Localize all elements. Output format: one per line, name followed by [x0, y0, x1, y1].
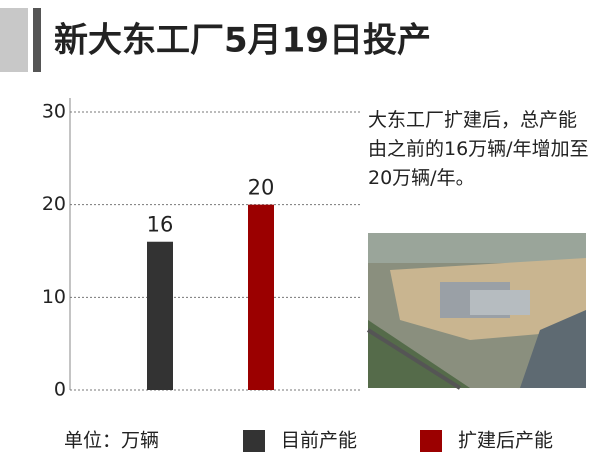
- unit-label: 单位：万辆: [64, 430, 159, 452]
- y-tick-label: 10: [42, 286, 66, 308]
- legend-label: 扩建后产能: [458, 430, 553, 452]
- y-tick-label: 0: [54, 379, 66, 401]
- title-decor: [33, 8, 41, 72]
- bar: [147, 241, 173, 390]
- y-tick-label: 30: [42, 101, 66, 123]
- legend-swatch: [420, 430, 442, 452]
- bar: [248, 204, 274, 390]
- photo: [366, 233, 586, 390]
- chart-title: 新大东工厂5月19日投产: [54, 21, 431, 61]
- legend-swatch: [243, 430, 265, 452]
- title-decor: [0, 8, 28, 72]
- data-label: 20: [248, 176, 275, 200]
- data-label: 16: [147, 213, 174, 237]
- y-tick-label: 20: [42, 193, 66, 215]
- legend-label: 目前产能: [281, 430, 357, 452]
- annotation: 大东工厂扩建后，总产能由之前的16万辆/年增加至20万辆/年。: [368, 109, 589, 189]
